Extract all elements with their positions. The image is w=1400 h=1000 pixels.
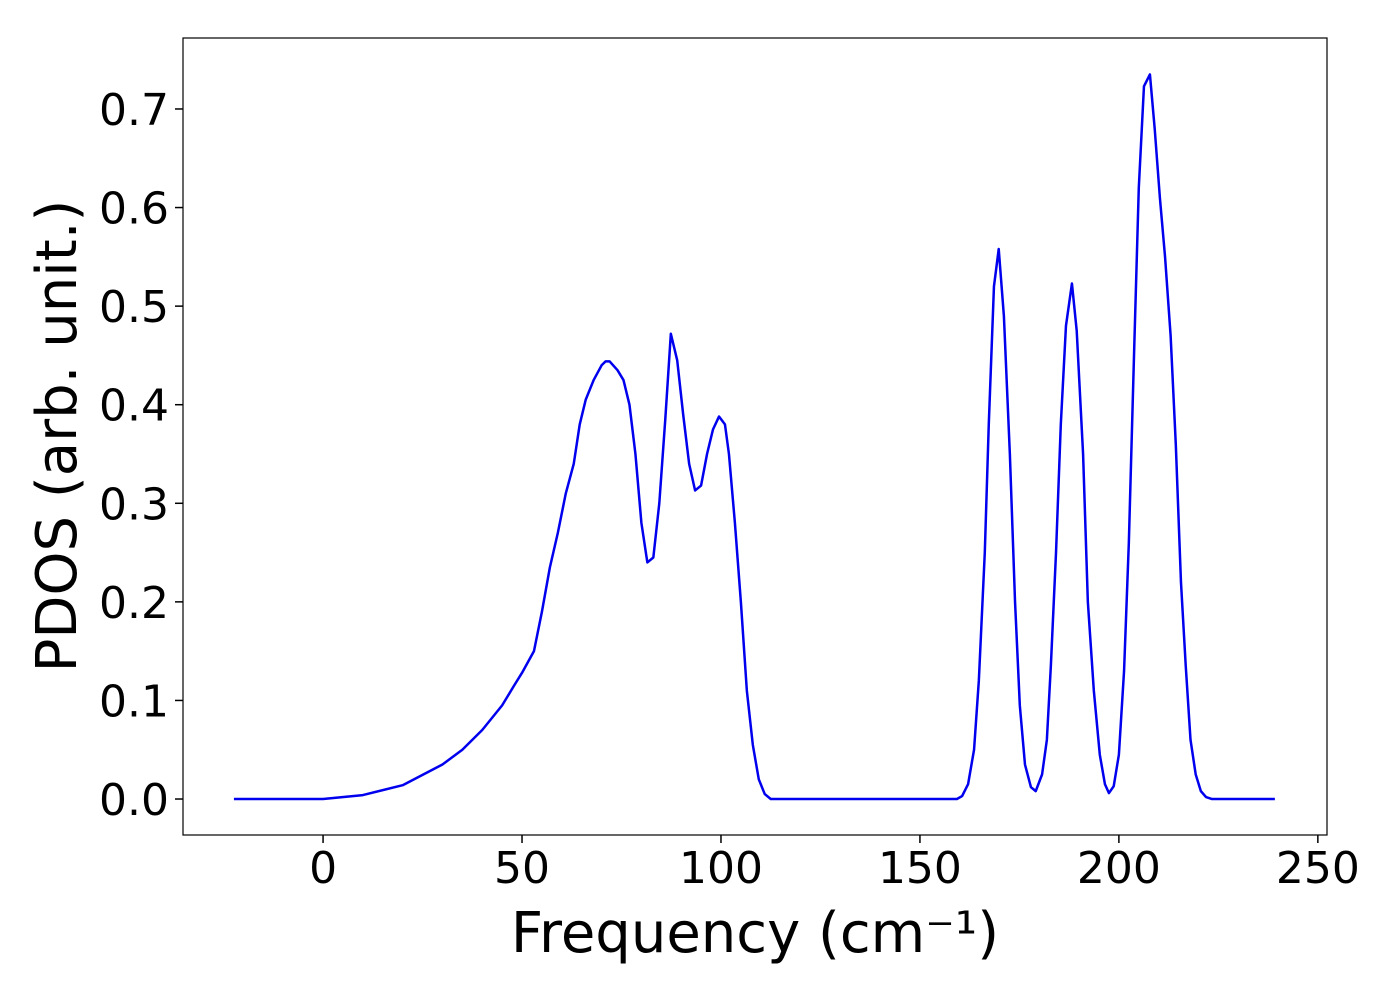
x-tick-label: 250 xyxy=(1276,843,1360,894)
y-tick-label: 0.6 xyxy=(99,184,169,235)
y-axis-label: PDOS (arb. unit.) xyxy=(25,200,90,673)
y-tick-label: 0.1 xyxy=(99,676,169,727)
x-tick-label: 0 xyxy=(309,843,337,894)
x-tick-label: 200 xyxy=(1077,843,1161,894)
y-tick-label: 0.0 xyxy=(99,775,169,826)
y-tick-label: 0.3 xyxy=(99,479,169,530)
y-tick-label: 0.5 xyxy=(99,282,169,333)
y-tick-label: 0.2 xyxy=(99,578,169,629)
y-tick-label: 0.7 xyxy=(99,85,169,136)
x-tick-label: 50 xyxy=(494,843,550,894)
line xyxy=(233,73,1275,801)
plot-frame xyxy=(182,37,1328,836)
x-axis-label: Frequency (cm⁻¹) xyxy=(511,901,999,966)
x-tick-label: 150 xyxy=(878,843,962,894)
x-tick-label: 100 xyxy=(679,843,763,894)
y-tick-label: 0.4 xyxy=(99,381,169,432)
